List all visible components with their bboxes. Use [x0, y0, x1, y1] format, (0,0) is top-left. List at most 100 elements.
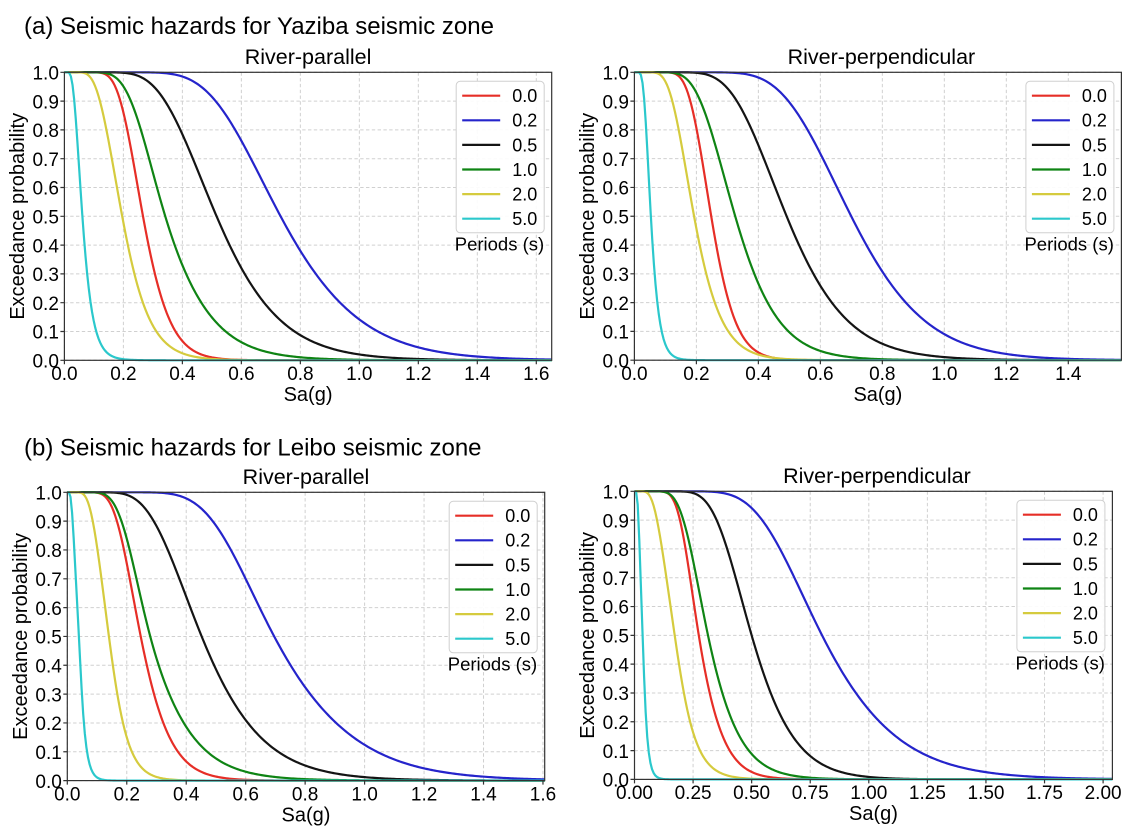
svg-text:River-parallel: River-parallel [245, 45, 372, 69]
svg-text:0.3: 0.3 [35, 685, 61, 706]
svg-text:0.75: 0.75 [792, 783, 829, 804]
svg-text:1.4: 1.4 [464, 364, 491, 385]
svg-text:0.7: 0.7 [35, 570, 61, 591]
svg-text:0.5: 0.5 [1082, 135, 1107, 155]
svg-text:0.3: 0.3 [602, 265, 628, 286]
svg-text:Periods (s): Periods (s) [1015, 652, 1104, 673]
svg-text:0.4: 0.4 [173, 784, 200, 805]
svg-text:1.0: 1.0 [32, 64, 58, 85]
svg-text:0.0: 0.0 [1073, 505, 1098, 525]
svg-text:0.6: 0.6 [35, 599, 61, 620]
svg-text:0.2: 0.2 [603, 713, 629, 734]
svg-text:0.8: 0.8 [602, 121, 628, 142]
svg-text:0.6: 0.6 [602, 179, 628, 200]
svg-text:5.0: 5.0 [1082, 209, 1107, 229]
svg-text:0.0: 0.0 [51, 364, 77, 385]
svg-text:0.50: 0.50 [733, 783, 770, 804]
svg-text:0.0: 0.0 [621, 364, 647, 385]
svg-text:0.1: 0.1 [32, 323, 58, 344]
svg-text:1.6: 1.6 [523, 364, 549, 385]
svg-text:0.0: 0.0 [1082, 86, 1107, 106]
svg-text:0.0: 0.0 [512, 86, 537, 106]
svg-text:0.3: 0.3 [32, 265, 58, 286]
svg-text:1.4: 1.4 [470, 784, 497, 805]
svg-text:0.4: 0.4 [745, 364, 772, 385]
svg-text:0.8: 0.8 [35, 541, 61, 562]
svg-text:0.4: 0.4 [603, 655, 630, 676]
svg-text:2.0: 2.0 [1073, 604, 1098, 624]
svg-text:0.2: 0.2 [512, 111, 537, 131]
svg-text:0.9: 0.9 [32, 92, 58, 113]
svg-text:0.2: 0.2 [32, 294, 58, 315]
svg-text:0.9: 0.9 [603, 511, 629, 532]
svg-text:River-parallel: River-parallel [243, 465, 370, 489]
svg-text:0.2: 0.2 [114, 784, 140, 805]
svg-text:0.25: 0.25 [675, 783, 712, 804]
svg-text:0.1: 0.1 [602, 323, 628, 344]
svg-text:0.4: 0.4 [169, 364, 196, 385]
svg-text:0.2: 0.2 [110, 364, 136, 385]
svg-text:5.0: 5.0 [512, 209, 537, 229]
svg-text:0.0: 0.0 [602, 351, 628, 372]
svg-text:1.2: 1.2 [405, 364, 431, 385]
svg-text:0.6: 0.6 [807, 364, 833, 385]
svg-text:0.8: 0.8 [287, 364, 313, 385]
svg-text:0.8: 0.8 [32, 121, 58, 142]
svg-text:1.0: 1.0 [512, 160, 537, 180]
svg-text:Periods (s): Periods (s) [1024, 233, 1113, 254]
svg-text:0.7: 0.7 [32, 150, 58, 171]
svg-text:5.0: 5.0 [1073, 628, 1098, 648]
svg-text:0.2: 0.2 [1082, 111, 1107, 131]
svg-text:2.0: 2.0 [1082, 185, 1107, 205]
svg-text:1.2: 1.2 [993, 364, 1019, 385]
svg-text:0.6: 0.6 [32, 179, 58, 200]
svg-text:0.0: 0.0 [505, 506, 530, 526]
svg-text:(b) Seismic hazards for Leibo: (b) Seismic hazards for Leibo seismic zo… [24, 435, 482, 462]
svg-text:0.2: 0.2 [35, 714, 61, 735]
svg-text:1.6: 1.6 [530, 784, 556, 805]
svg-text:0.8: 0.8 [869, 364, 895, 385]
svg-text:0.4: 0.4 [35, 656, 62, 677]
svg-text:2.0: 2.0 [505, 605, 530, 625]
svg-text:0.5: 0.5 [603, 627, 629, 648]
svg-text:Periods (s): Periods (s) [448, 653, 537, 674]
svg-text:0.5: 0.5 [1073, 554, 1098, 574]
svg-text:0.5: 0.5 [32, 208, 58, 229]
svg-text:Sa(g): Sa(g) [282, 804, 331, 826]
svg-text:0.5: 0.5 [602, 207, 628, 228]
svg-text:1.4: 1.4 [1055, 364, 1082, 385]
svg-text:Exceedance probability: Exceedance probability [577, 113, 599, 320]
svg-text:0.6: 0.6 [228, 364, 254, 385]
svg-text:0.00: 0.00 [616, 783, 653, 804]
svg-text:River-perpendicular: River-perpendicular [788, 45, 976, 69]
svg-text:1.00: 1.00 [850, 783, 887, 804]
svg-text:0.1: 0.1 [35, 743, 61, 764]
svg-text:1.0: 1.0 [1082, 160, 1107, 180]
svg-text:0.4: 0.4 [602, 236, 629, 257]
svg-text:1.0: 1.0 [1073, 579, 1098, 599]
svg-text:Sa(g): Sa(g) [849, 803, 898, 825]
svg-text:0.2: 0.2 [683, 364, 709, 385]
svg-text:Sa(g): Sa(g) [284, 384, 333, 406]
svg-text:River-perpendicular: River-perpendicular [783, 464, 971, 488]
svg-text:0.4: 0.4 [32, 236, 59, 257]
svg-text:0.3: 0.3 [603, 684, 629, 705]
svg-text:1.2: 1.2 [411, 784, 437, 805]
svg-text:2.00: 2.00 [1085, 783, 1122, 804]
svg-text:1.75: 1.75 [1026, 783, 1063, 804]
svg-text:Exceedance probability: Exceedance probability [7, 113, 29, 320]
svg-text:Sa(g): Sa(g) [853, 384, 902, 406]
svg-text:0.6: 0.6 [232, 784, 258, 805]
svg-text:0.5: 0.5 [512, 135, 537, 155]
svg-text:0.5: 0.5 [505, 555, 530, 575]
svg-text:1.0: 1.0 [931, 364, 957, 385]
svg-text:0.8: 0.8 [603, 540, 629, 561]
svg-text:1.0: 1.0 [346, 364, 372, 385]
svg-text:2.0: 2.0 [512, 185, 537, 205]
svg-text:0.0: 0.0 [32, 352, 58, 373]
svg-text:Periods (s): Periods (s) [455, 233, 544, 254]
svg-text:0.0: 0.0 [54, 784, 80, 805]
svg-text:1.25: 1.25 [909, 783, 946, 804]
svg-text:Exceedance probability: Exceedance probability [577, 532, 599, 739]
svg-text:0.8: 0.8 [292, 784, 318, 805]
